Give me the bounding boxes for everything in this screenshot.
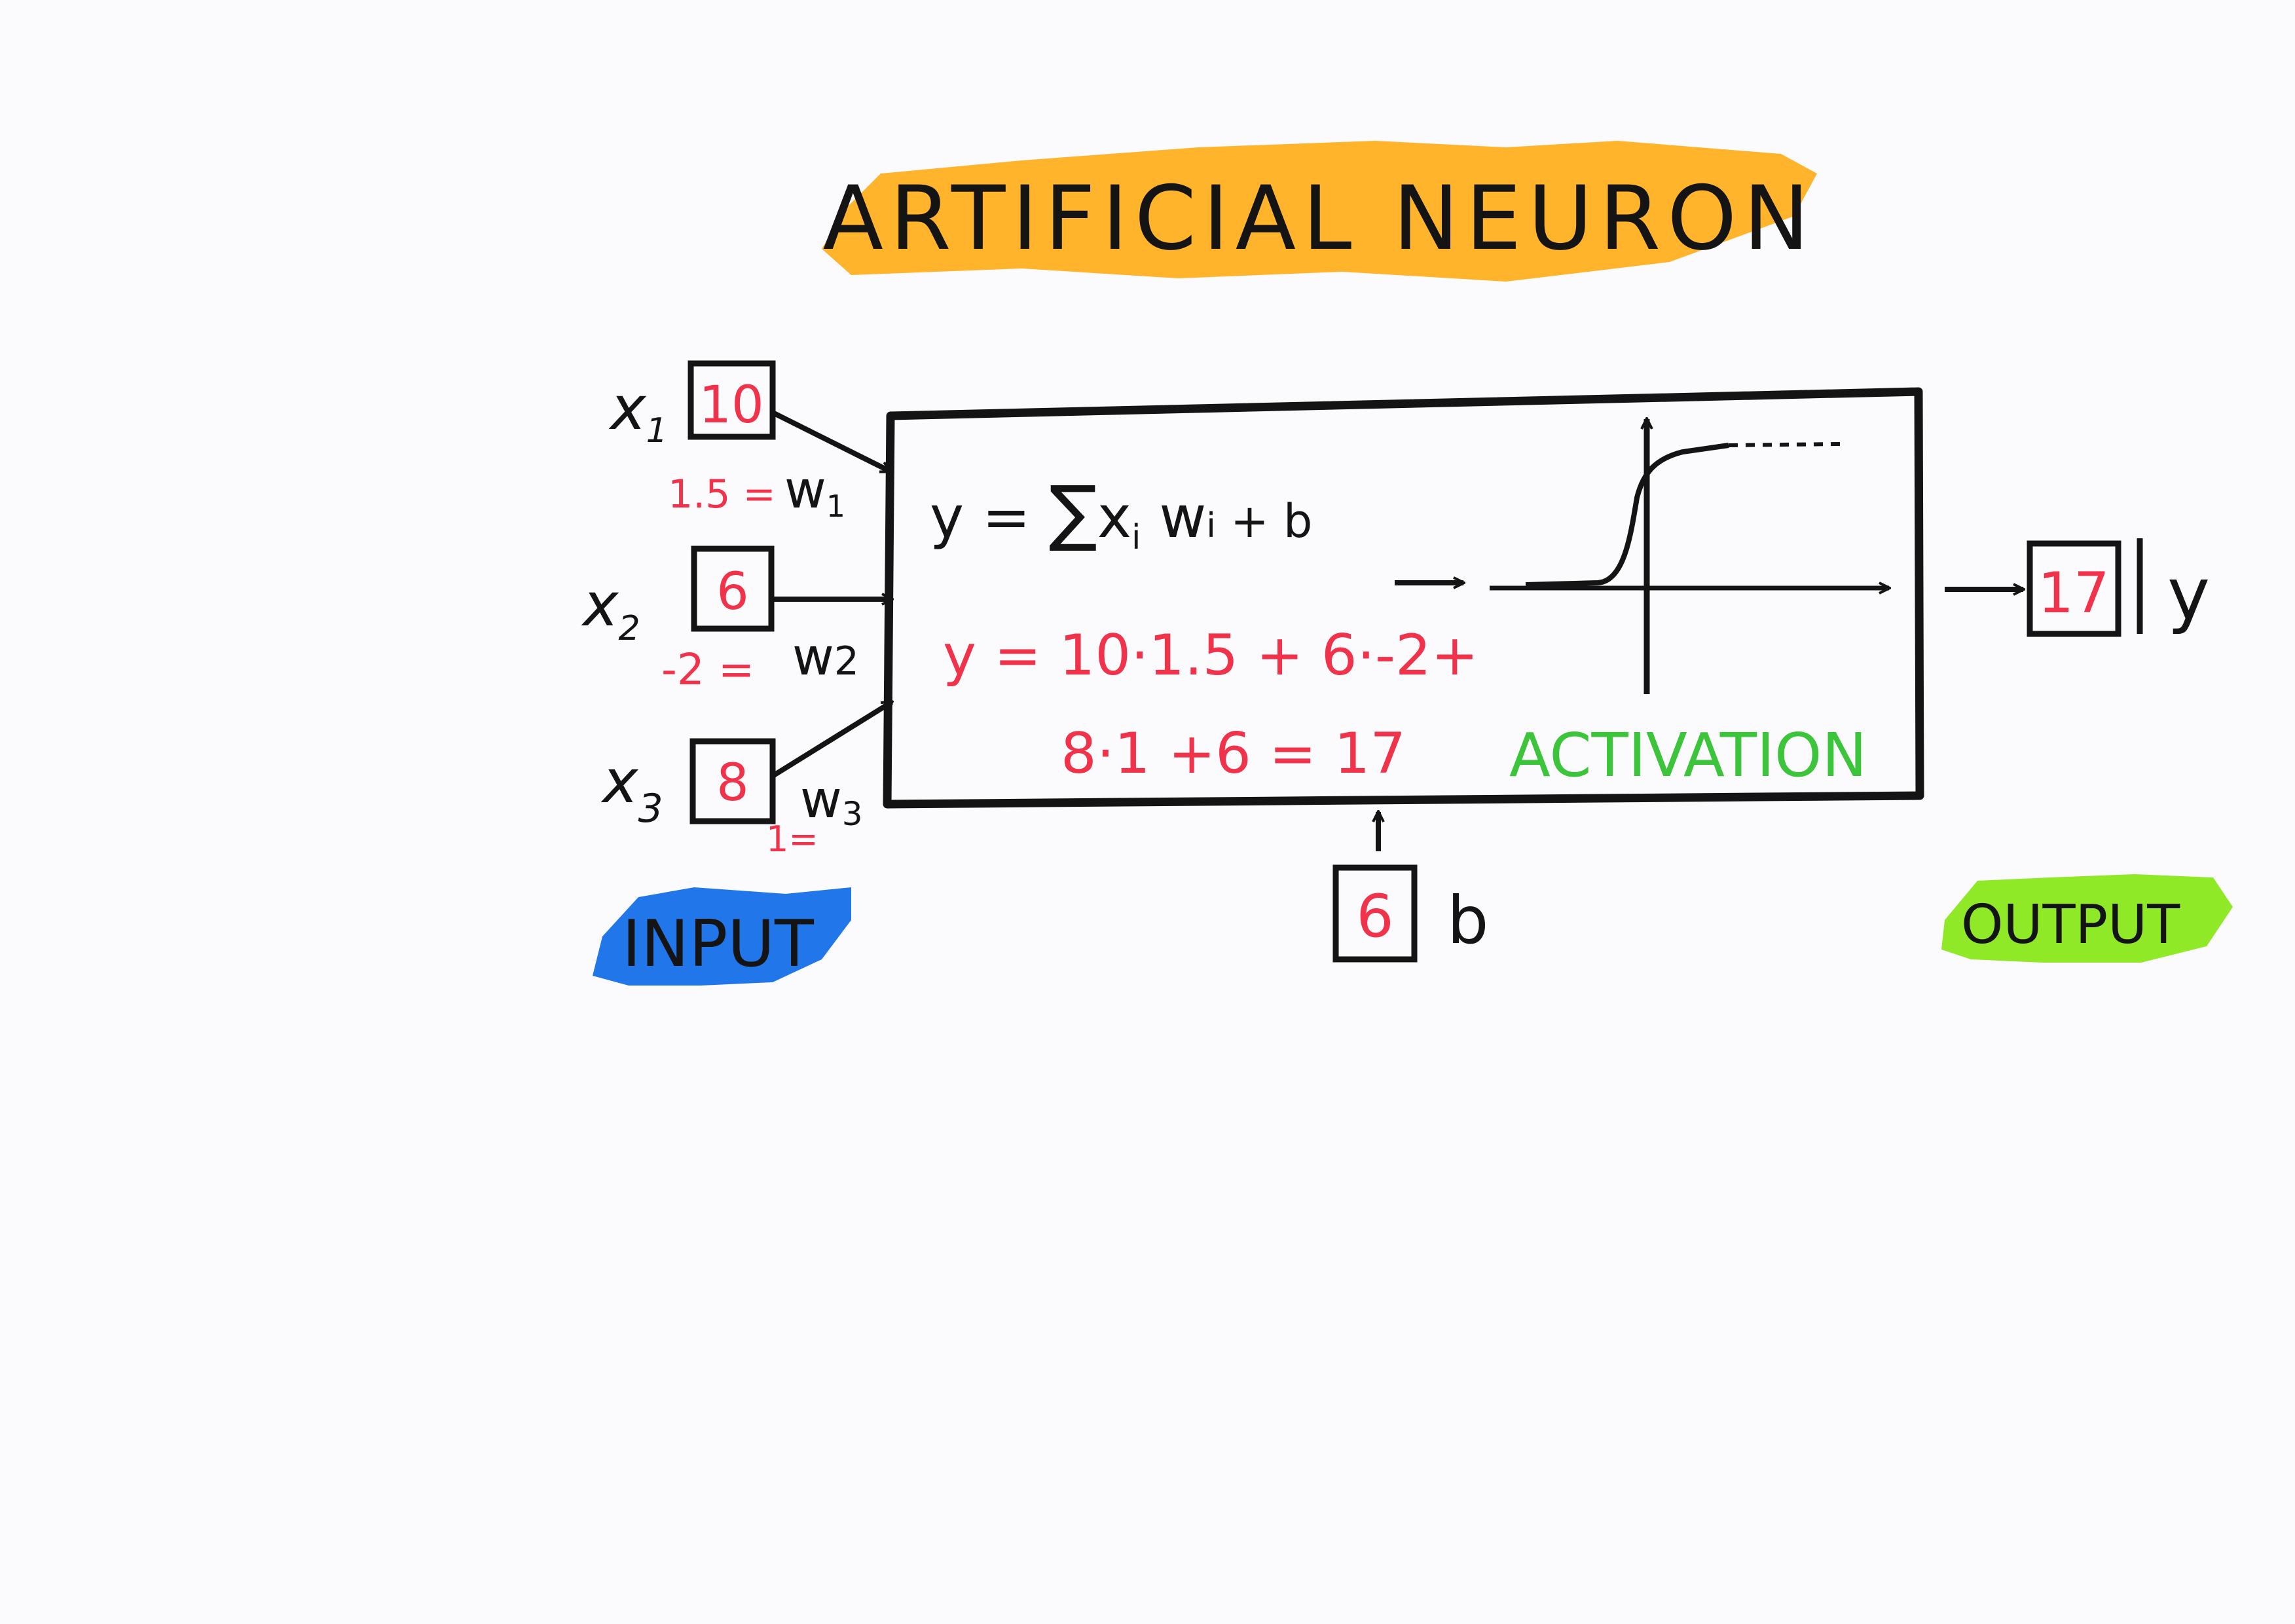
- input-value-box-x1: [688, 360, 776, 440]
- calculation-line-1: y = 10·1.5 + 6·-2+: [943, 623, 1478, 688]
- weight-label-w1: w1: [784, 461, 845, 524]
- activation-label: ACTIVATION: [1509, 720, 1867, 790]
- input-arrow-x3: [771, 699, 892, 779]
- output-highlight: [1941, 874, 2233, 963]
- input-section-label: INPUT: [622, 907, 815, 982]
- output: 17 y: [1945, 538, 2210, 637]
- weight-value-w1: 1.5 =: [668, 471, 776, 517]
- weight-value-w3: 1=: [766, 819, 818, 860]
- input-value-x3: 8: [716, 754, 749, 813]
- input-arrow-x1: [771, 410, 890, 474]
- calculation-line-2: 8·1 +6 = 17: [1061, 721, 1406, 786]
- bias-label: b: [1447, 882, 1488, 959]
- weight-label-w2: w2: [792, 628, 859, 687]
- input-value-x1: 10: [699, 376, 763, 435]
- input-label-x1: x1: [608, 373, 668, 451]
- bias-value-box: [1332, 864, 1418, 963]
- activation-asymptote: [1728, 442, 1841, 447]
- output-value: 17: [2038, 561, 2109, 626]
- activation-graph: ACTIVATION: [1395, 419, 1889, 790]
- input-label-x2: x2: [581, 570, 640, 648]
- weight-value-w2: -2 =: [661, 644, 754, 695]
- input-x3: x3 8 1= w3: [600, 699, 892, 860]
- bias-input: 6 b: [1332, 812, 1488, 963]
- bias-value: 6: [1356, 882, 1393, 951]
- sum-formula: y = ∑xi wi + b: [930, 470, 1312, 557]
- input-x1: x1 10 1.5 = w1: [608, 360, 890, 524]
- title-highlight: [822, 141, 1817, 282]
- output-label: y: [2167, 552, 2210, 636]
- input-value-box-x3: [689, 738, 776, 824]
- input-value-box-x2: [691, 545, 775, 632]
- output-value-box: [2027, 540, 2121, 637]
- neuron-body: [883, 387, 1924, 809]
- input-value-x2: 6: [716, 563, 749, 621]
- activation-curve: [1525, 443, 1729, 587]
- diagram-title: ARTIFICIAL NEURON: [823, 167, 1816, 270]
- input-highlight: [593, 887, 851, 986]
- weight-label-w3: w3: [800, 771, 863, 833]
- input-label-x3: x3: [600, 747, 663, 832]
- input-x2: x2 6 -2 = w2: [581, 545, 892, 695]
- output-section-label: OUTPUT: [1961, 894, 2180, 956]
